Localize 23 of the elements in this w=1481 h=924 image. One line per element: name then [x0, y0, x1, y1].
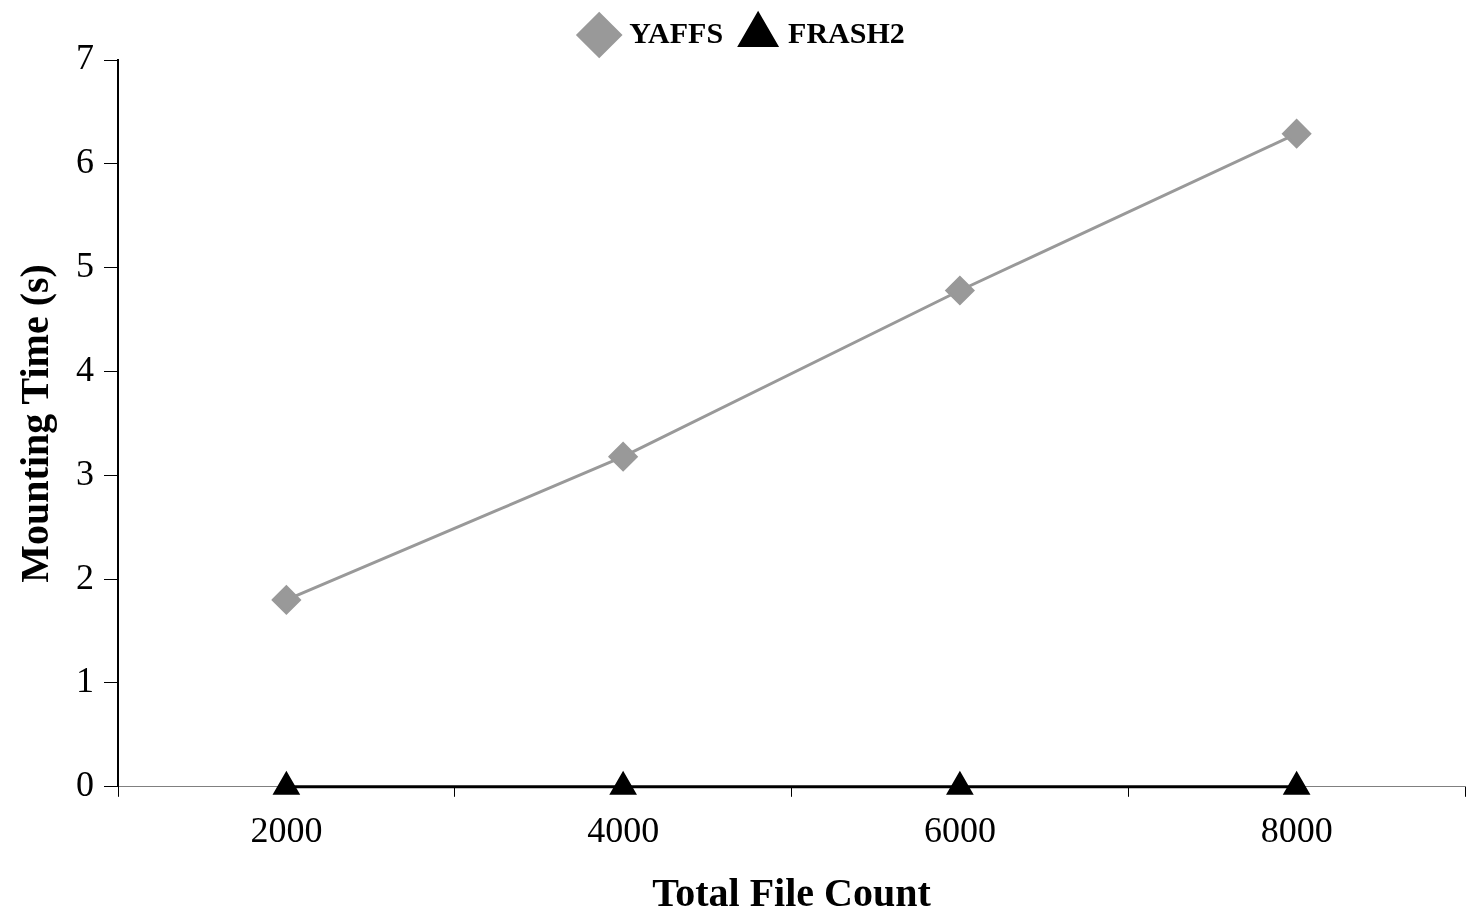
legend-label: FRASH2 [788, 15, 905, 49]
point [945, 276, 975, 305]
point [608, 442, 638, 472]
y-tick-label: 5 [76, 245, 94, 286]
y-tick-label: 3 [76, 452, 94, 493]
x-tick-label: 4000 [587, 809, 660, 850]
point [947, 772, 973, 795]
point [1282, 119, 1312, 149]
y-tick-label: 7 [76, 37, 94, 78]
y-tick-label: 2 [76, 556, 94, 597]
point [610, 772, 636, 795]
x-tick-label: 2000 [250, 809, 323, 850]
x-axis-title: Total File Count [652, 870, 932, 916]
point [1283, 772, 1310, 795]
legend-label: YAFFS [629, 15, 724, 49]
y-tick-label: 1 [76, 660, 94, 701]
x-tick-label: 8000 [1260, 809, 1333, 850]
point [273, 772, 300, 795]
y-tick-label: 0 [76, 764, 94, 805]
y-tick-label: 4 [76, 348, 94, 389]
x-tick-label: 6000 [923, 809, 996, 850]
y-tick-label: 6 [76, 141, 94, 182]
y-axis-title: Mounting Time (s) [12, 264, 58, 583]
